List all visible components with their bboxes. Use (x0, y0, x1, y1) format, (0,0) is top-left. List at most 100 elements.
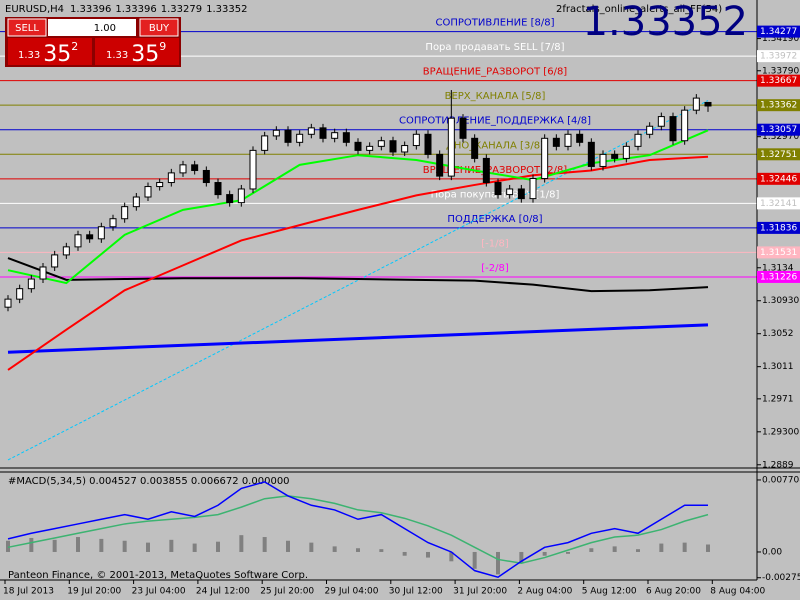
candle-body (272, 129, 280, 137)
level-price-box (757, 148, 800, 161)
price-frac: 9 (159, 40, 166, 53)
candle-body (27, 278, 35, 290)
y-tick-label: 1.2889 (762, 460, 794, 470)
macd-bar (52, 539, 57, 552)
candle-body (704, 101, 712, 107)
header-low: 1.33279 (161, 4, 202, 15)
indicator-name: 2fractals_online_alerts_all_FF(54) (556, 4, 722, 15)
y-tick-label: 1.3052 (762, 329, 794, 339)
price-big: 1.33 (106, 50, 128, 61)
macd-signal-line (7, 495, 709, 564)
macd-bar (472, 551, 477, 569)
macd-bar (379, 549, 384, 552)
candle-body (214, 182, 222, 196)
sell-price-box[interactable] (8, 38, 92, 65)
x-tick-label: 23 Jul 04:00 (132, 587, 186, 597)
level-price-box (757, 25, 800, 38)
candle-body (657, 116, 665, 127)
candle-body (447, 117, 455, 177)
macd-bar (216, 541, 220, 552)
price-frac: 2 (71, 40, 78, 53)
level-label: ВРАЩЕНИЕ_РАЗВОРОТ [2/8] (423, 165, 568, 176)
candle-body (564, 133, 572, 147)
level-price-box (757, 123, 800, 136)
x-tick-label: 31 Jul 20:00 (453, 587, 507, 597)
level-price: 1.32446 (760, 174, 797, 184)
candle-body (249, 149, 257, 190)
buy-price-box[interactable] (95, 38, 179, 65)
trade-panel: SELL 1.00 BUY 1.33 352 1.33 359 (5, 17, 181, 67)
candle-body (541, 137, 549, 180)
macd-bar (122, 540, 127, 552)
price-pips: 35 (43, 42, 71, 67)
price-big: 1.33 (18, 50, 40, 61)
level-price-box (757, 172, 800, 185)
lot-input[interactable] (48, 19, 136, 36)
macd-bar (309, 542, 314, 552)
candle-body (459, 117, 467, 139)
candle-body (39, 266, 47, 280)
header-close: 1.33352 (206, 4, 247, 15)
level-price: 1.33667 (760, 76, 797, 86)
level-price: 1.34277 (760, 27, 797, 37)
y-tick-label: 1.2971 (762, 394, 794, 404)
level-price-box (757, 197, 800, 210)
copyright: Panteon Finance, © 2001-2013, MetaQuotes… (8, 570, 308, 581)
candle-body (4, 298, 12, 308)
header-high: 1.33396 (115, 4, 156, 15)
candle-body (74, 234, 82, 248)
level-price-box (757, 270, 800, 283)
level-label: ВРАЩЕНИЕ_РАЗВОРОТ [6/8] (423, 67, 568, 78)
y-tick-label: 1.3134 (762, 263, 794, 273)
y-tick-label: 1.33790 (762, 66, 799, 76)
candle-body (506, 188, 514, 196)
x-tick-label: 6 Aug 20:00 (646, 587, 701, 597)
macd-bar (612, 546, 617, 552)
x-tick-label: 2 Aug 04:00 (517, 587, 572, 597)
macd-bar (426, 551, 430, 558)
macd-label: #MACD(5,34,5) 0.004527 0.003855 0.006672… (8, 476, 290, 487)
level-price: 1.31226 (760, 272, 797, 282)
candle-body (599, 153, 607, 167)
lot-value: 1.00 (94, 23, 116, 34)
candle-body (342, 132, 350, 143)
candle-body (517, 188, 525, 200)
candle-body (62, 246, 70, 256)
symbol-header: EURUSD,H4 1.33396 1.33396 1.33279 1.33352 (5, 4, 247, 15)
level-label: СОПРОТИВЛЕНИЕ [8/8] (436, 18, 555, 29)
buy-price: 1.33 359 (106, 40, 166, 67)
x-tick-label: 25 Jul 20:00 (260, 587, 314, 597)
candle-body (167, 172, 175, 184)
indicator-line (7, 257, 709, 293)
candle-body (331, 132, 339, 139)
macd-bar (706, 544, 710, 552)
price-axis (0, 0, 800, 581)
level-label: Пора продавать SELL [7/8] (425, 42, 564, 53)
buy-button[interactable] (139, 18, 179, 37)
macd-bar (496, 551, 500, 575)
level-price-box (757, 246, 800, 259)
indicator-line (7, 323, 709, 354)
macd-main-line (7, 481, 708, 579)
candle-body (646, 125, 654, 135)
candle-body (144, 186, 152, 198)
x-tick-label: 24 Jul 12:00 (196, 587, 250, 597)
level-price: 1.31531 (760, 248, 797, 258)
candle-body (611, 153, 619, 159)
macd-bar (286, 540, 290, 552)
candle-body (587, 141, 595, 167)
candle-body (237, 188, 245, 204)
candle-body (576, 133, 584, 143)
macd-bar (262, 537, 267, 552)
candle-body (191, 164, 199, 171)
price-pips: 35 (131, 42, 159, 67)
level-price-box (757, 99, 800, 112)
candle-body (412, 133, 420, 147)
candle-body (284, 129, 292, 143)
macd-bar (449, 551, 454, 562)
macd-bar (356, 548, 360, 552)
sell-button[interactable] (7, 18, 47, 37)
candle-body (16, 288, 24, 300)
